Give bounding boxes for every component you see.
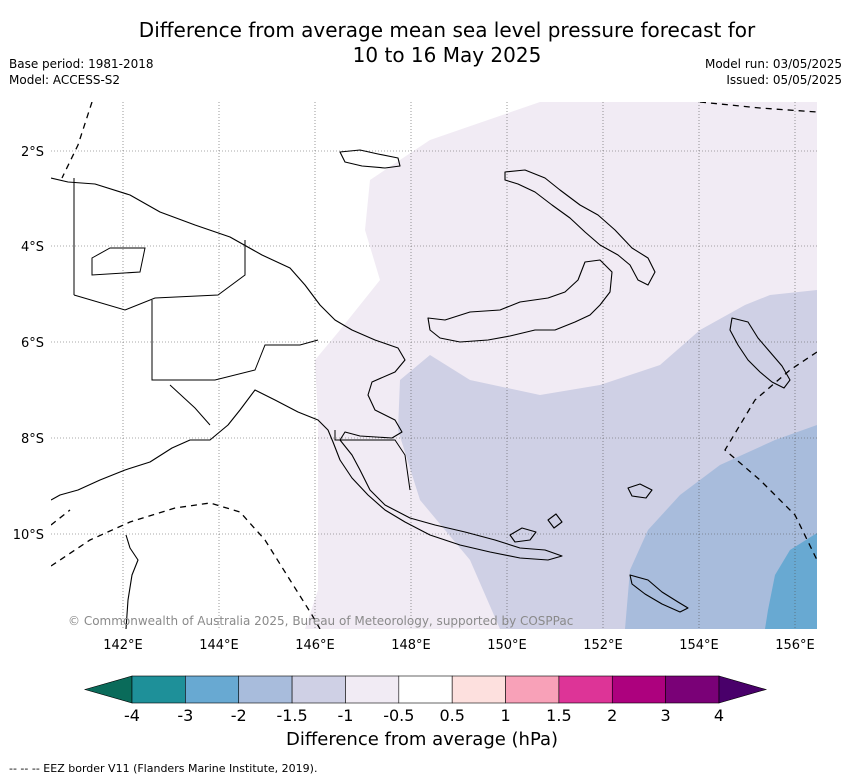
- colorbar-box: [665, 675, 720, 704]
- border-line-west-provinces: [73, 240, 246, 311]
- model-text: Model: ACCESS-S2: [9, 73, 121, 87]
- new-britain-coast: [427, 259, 613, 343]
- colorbar-tick-label: -1: [337, 706, 353, 725]
- colorbar-tick-labels: -4 -3 -2 -1.5 -1 -0.5 0.5 1 1.5 2 3 4: [124, 706, 724, 725]
- lat-label-8s: 8°S: [21, 432, 44, 447]
- map-canvas: © Commonwealth of Australia 2025, Bureau…: [51, 102, 817, 629]
- woodlark-island: [627, 483, 653, 499]
- latitude-labels: 2°S 4°S 6°S 8°S 10°S: [13, 145, 44, 543]
- lon-label-156: 156°E: [775, 638, 815, 653]
- border-line-sepik: [91, 247, 146, 276]
- colorbar-box: [291, 675, 346, 704]
- colorbar-box: [451, 675, 506, 704]
- lon-label-154: 154°E: [679, 638, 719, 653]
- colorbar-boxes: [83, 675, 768, 704]
- colorbar-tick-label: 0.5: [439, 706, 464, 725]
- lon-label-152: 152°E: [583, 638, 623, 653]
- cape-york-coast: [125, 534, 139, 629]
- new-ireland-coast: [504, 169, 656, 286]
- new-guinea-coast: [51, 177, 563, 561]
- colorbar-tick-label: -1.5: [276, 706, 307, 725]
- border-line-central-provinces: [151, 300, 319, 381]
- lat-label-6s: 6°S: [21, 336, 44, 351]
- anomaly-region-minus-2-to-minus-3: [765, 533, 817, 629]
- colorbar-box: [238, 675, 293, 704]
- bougainville-coast: [729, 317, 791, 389]
- eez-border-north-west: [61, 102, 93, 179]
- colorbar-extend-low: [83, 675, 133, 704]
- map-title: Difference from average mean sea level p…: [0, 18, 850, 68]
- lon-label-146: 146°E: [295, 638, 335, 653]
- gridlines: [51, 102, 817, 629]
- eez-border-east: [724, 351, 817, 561]
- model-run-text: Model run: 03/05/2025: [704, 57, 842, 71]
- colorbar-extend-high: [718, 675, 768, 704]
- colorbar-tick-label: 3: [661, 706, 671, 725]
- colorbar-box: [398, 675, 453, 704]
- colorbar-tick-label: -0.5: [383, 706, 414, 725]
- d-entrecasteaux-islands: [509, 513, 563, 543]
- colorbar-tick-label: 1: [500, 706, 510, 725]
- eez-border-south: [51, 502, 321, 629]
- colorbar-box: [185, 675, 240, 704]
- colorbar-tick-label: 4: [714, 706, 724, 725]
- eez-footnote: -- -- -- EEZ border V11 (Flanders Marine…: [9, 762, 318, 775]
- copyright-text: © Commonwealth of Australia 2025, Bureau…: [68, 614, 573, 628]
- title-line-1: Difference from average mean sea level p…: [138, 18, 756, 42]
- meta-right: Model run: 03/05/2025 Issued: 05/05/2025: [705, 56, 842, 88]
- colorbar-box: [345, 675, 400, 704]
- coastlines: [51, 149, 791, 629]
- base-period-text: Base period: 1981-2018: [9, 57, 154, 71]
- province-borders: [73, 178, 411, 491]
- lon-label-144: 144°E: [199, 638, 239, 653]
- colorbar-tick-label: -4: [124, 706, 140, 725]
- lon-label-148: 148°E: [391, 638, 431, 653]
- border-line-papua: [334, 430, 411, 491]
- anomaly-region-minus-1.5-to-minus-2: [625, 425, 817, 629]
- colorbar-box: [131, 675, 186, 704]
- colorbar-box: [505, 675, 560, 704]
- meta-left: Base period: 1981-2018 Model: ACCESS-S2: [9, 56, 154, 88]
- eez-border-torres: [51, 509, 71, 526]
- longitude-labels: 142°E 144°E 146°E 148°E 150°E 152°E 154°…: [103, 638, 815, 653]
- lat-label-4s: 4°S: [21, 240, 44, 255]
- manus-island-coast: [339, 149, 401, 169]
- louisiade-islands: [629, 574, 689, 613]
- title-line-2: 10 to 16 May 2025: [352, 43, 542, 67]
- colorbar-tick-label: -3: [177, 706, 193, 725]
- issued-text: Issued: 05/05/2025: [726, 73, 842, 87]
- colorbar-box: [611, 675, 666, 704]
- eez-border-north: [699, 102, 817, 113]
- lon-label-150: 150°E: [487, 638, 527, 653]
- eez-borders: [51, 102, 817, 629]
- lat-label-2s: 2°S: [21, 145, 44, 160]
- lon-label-142: 142°E: [103, 638, 143, 653]
- colorbar-tick-label: -2: [231, 706, 247, 725]
- colorbar-box: [558, 675, 613, 704]
- border-line-southern: [169, 384, 211, 426]
- colorbar-title: Difference from average (hPa): [286, 729, 559, 750]
- colorbar-tick-label: 2: [607, 706, 617, 725]
- lat-label-10s: 10°S: [13, 528, 44, 543]
- colorbar-tick-label: 1.5: [546, 706, 571, 725]
